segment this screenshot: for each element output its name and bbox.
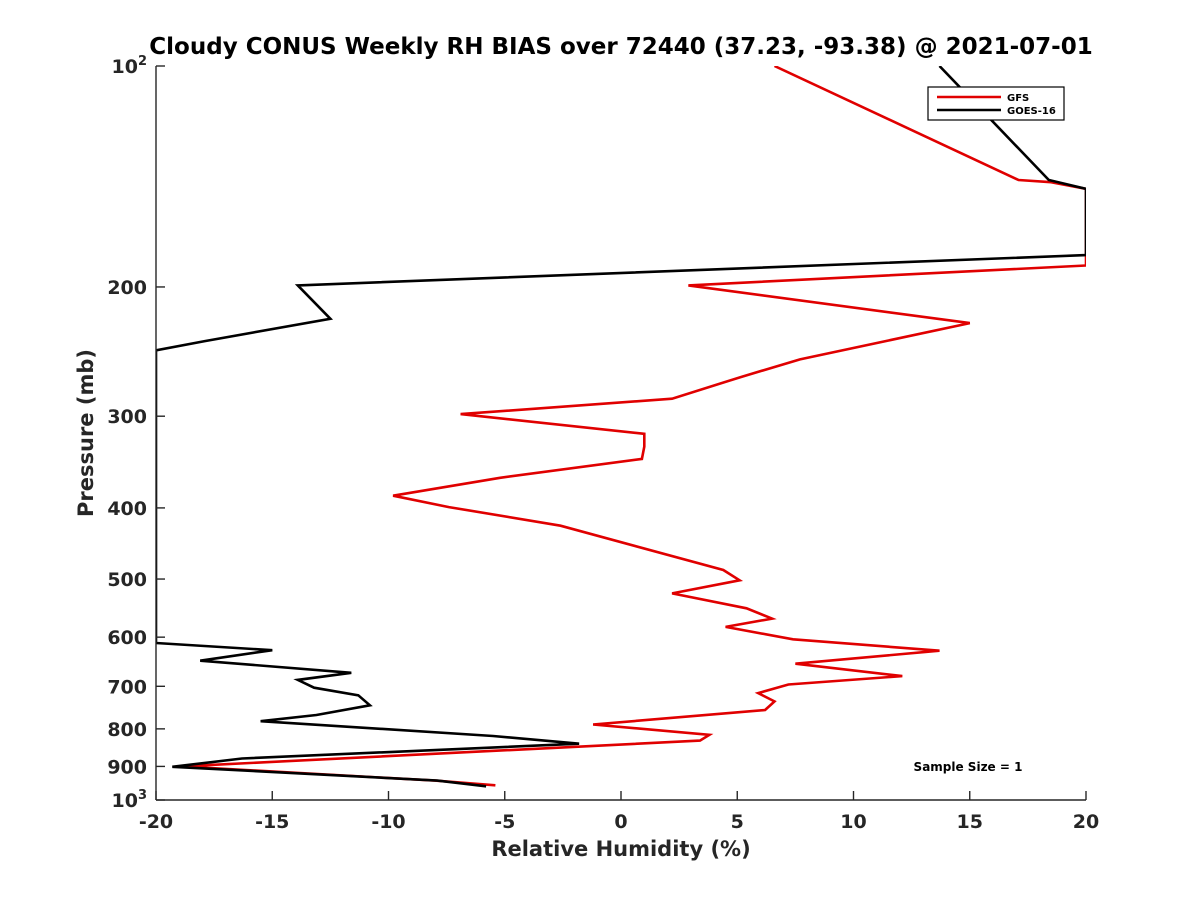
x-tick-label: -10 [371, 811, 405, 833]
y-tick-label: 800 [107, 719, 147, 741]
series-layer [156, 66, 1086, 788]
y-tick-label: 600 [107, 627, 147, 649]
series-line-goes-16 [156, 66, 1086, 788]
y-tick-label: 103 [112, 788, 148, 812]
x-tick-label: 10 [840, 811, 866, 833]
x-tick-label: 20 [1073, 811, 1099, 833]
y-axis-label: Pressure (mb) [74, 349, 98, 517]
legend-label-goes-16: GOES-16 [1007, 106, 1056, 117]
y-tick-label: 400 [107, 498, 147, 520]
y-tick-label: 900 [107, 756, 147, 778]
legend: GFS GOES-16 [927, 86, 1065, 121]
axes-layer: -20 -15 -10 -5 0 5 10 15 20 102 200 300 400 500 600 700… [107, 54, 1099, 833]
x-tick-label: -15 [255, 811, 289, 833]
x-tick-label: 5 [731, 811, 744, 833]
y-tick-label: 500 [107, 569, 147, 591]
legend-box [927, 86, 1065, 121]
series-line-gfs [181, 66, 1086, 787]
x-axis-label: Relative Humidity (%) [491, 837, 750, 861]
x-tick-label: -20 [139, 811, 173, 833]
x-tick-label: -5 [494, 811, 515, 833]
chart-title: Cloudy CONUS Weekly RH BIAS over 72440 (… [149, 34, 1092, 60]
y-tick-label: 700 [107, 676, 147, 698]
x-tick-label: 0 [614, 811, 627, 833]
legend-label-gfs: GFS [1007, 93, 1029, 104]
y-tick-label: 102 [112, 54, 148, 78]
y-tick-label: 200 [107, 277, 147, 299]
x-tick-label: 15 [957, 811, 983, 833]
sample-size-annotation: Sample Size = 1 [914, 760, 1023, 774]
y-tick-label: 300 [107, 406, 147, 428]
